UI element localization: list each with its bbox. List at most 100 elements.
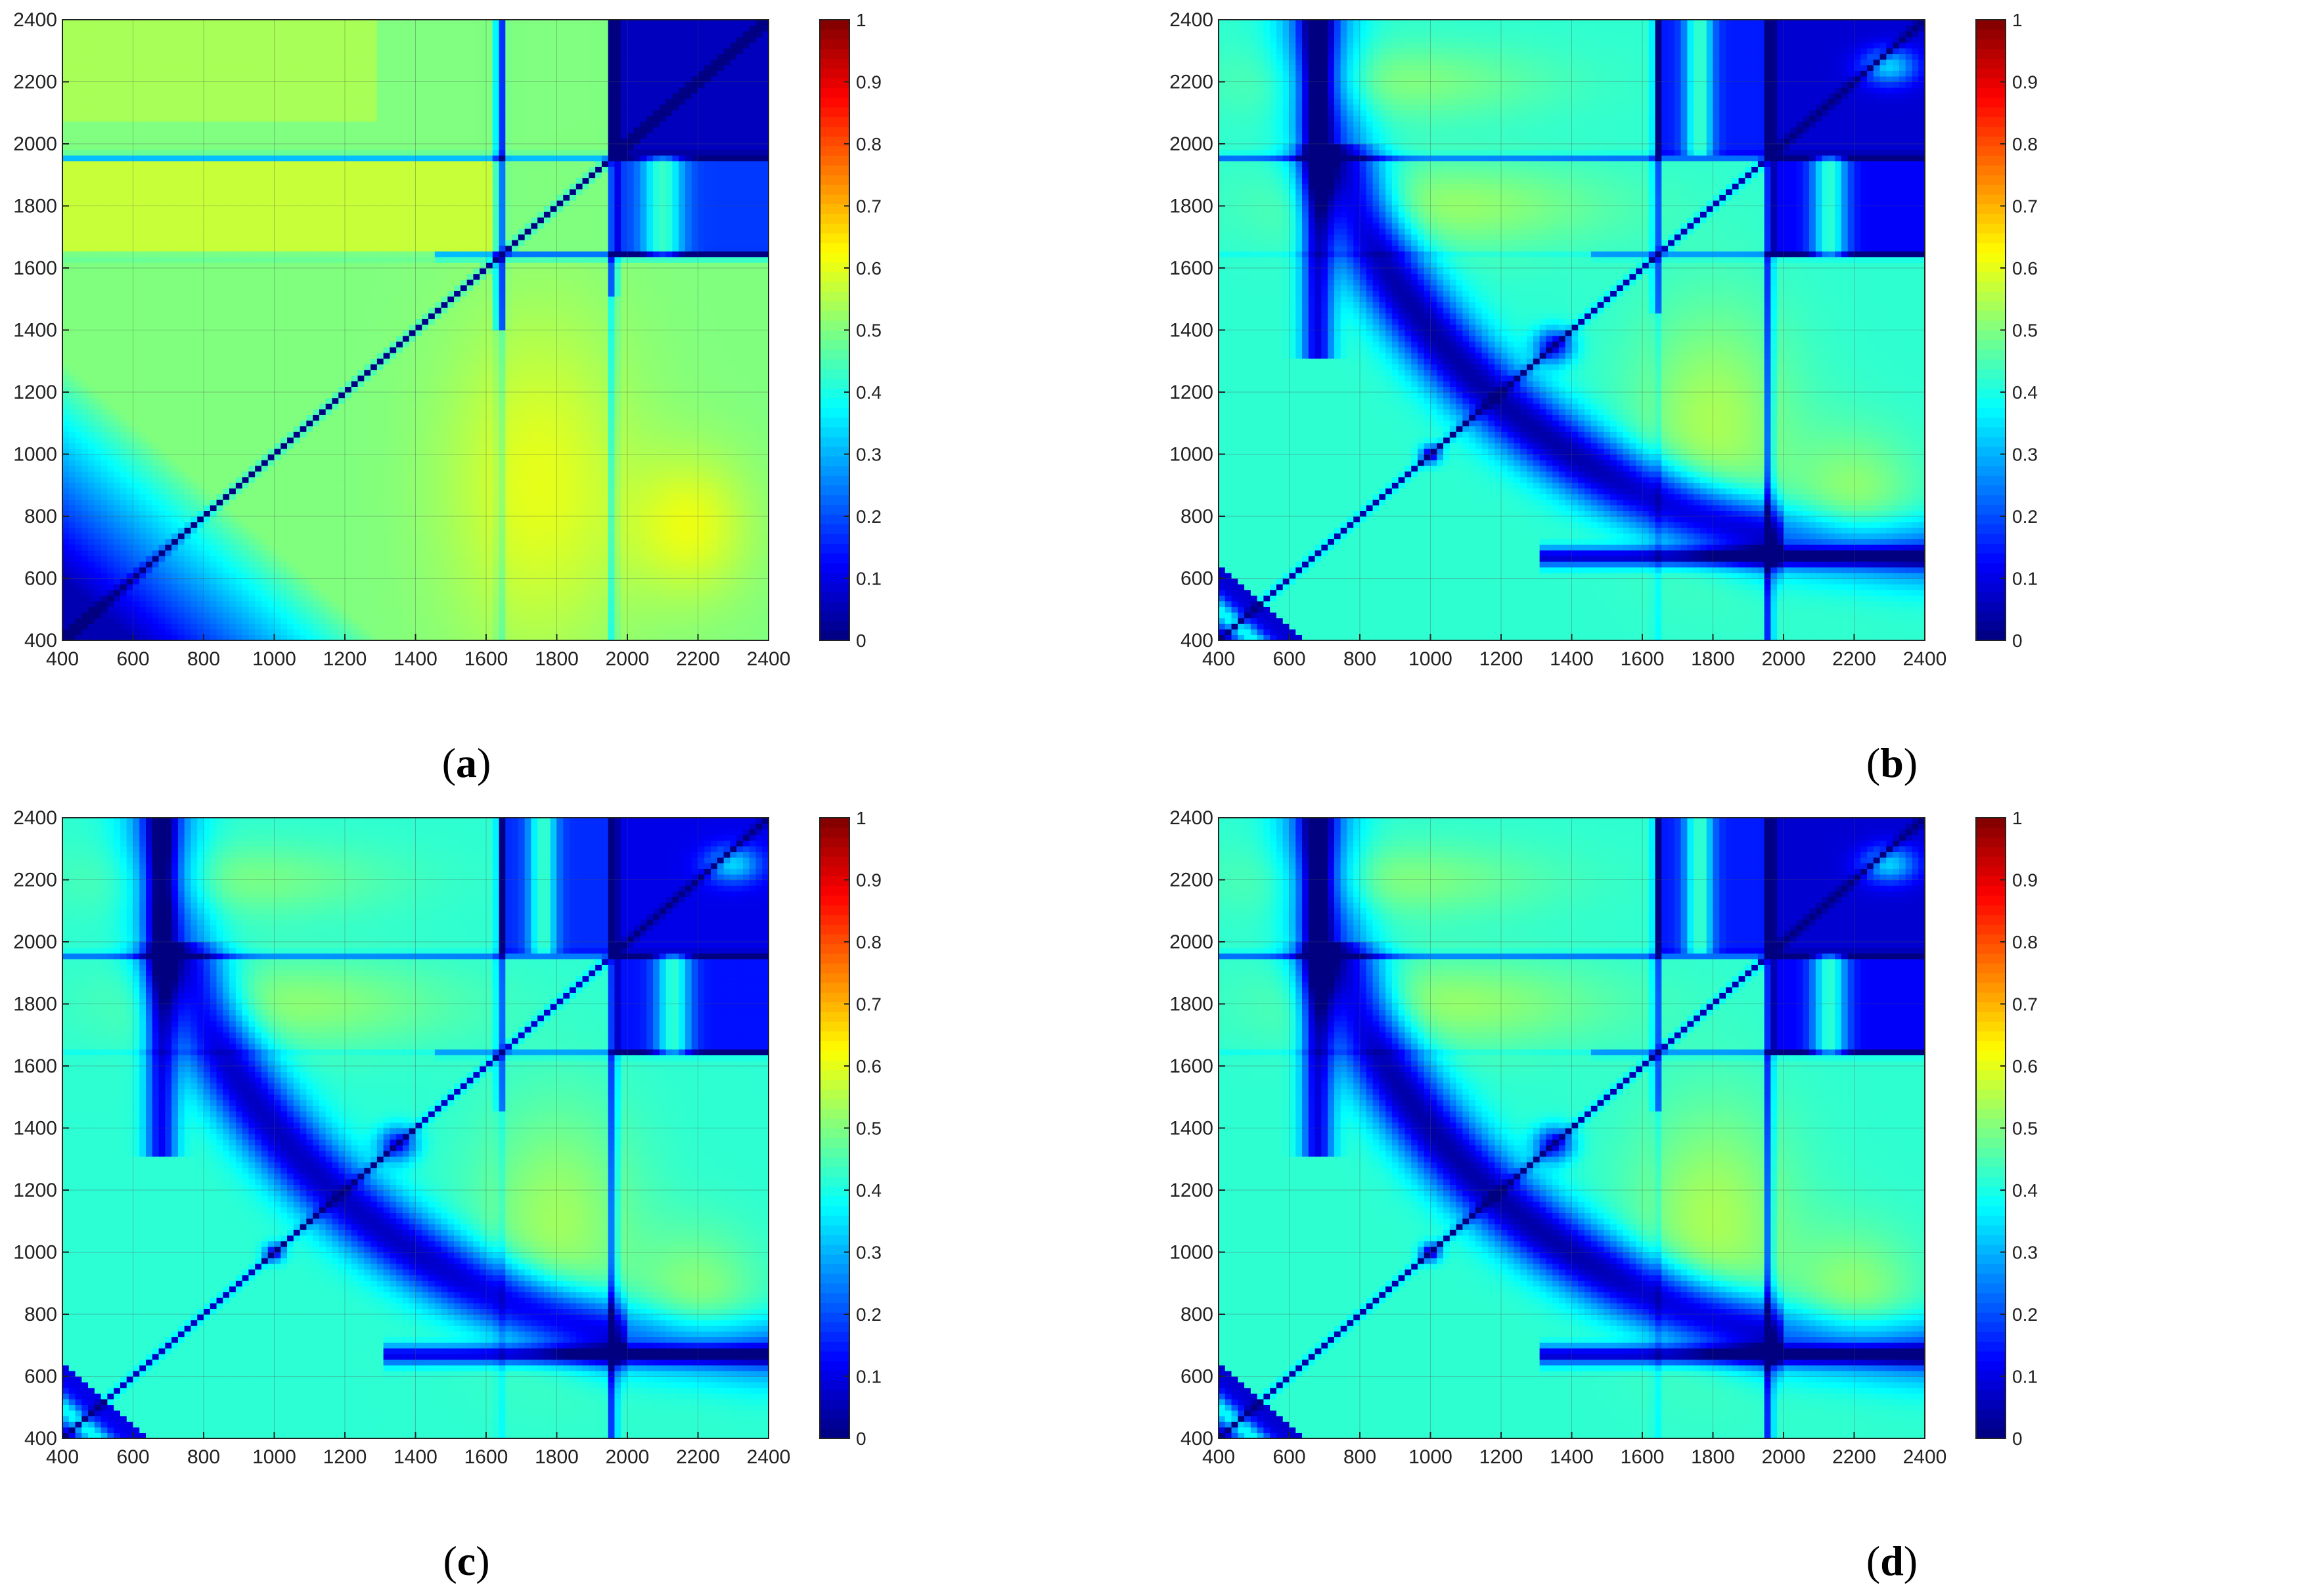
heatmap-cell bbox=[261, 166, 269, 173]
heatmap-cell bbox=[306, 471, 313, 477]
heatmap-cell bbox=[101, 539, 108, 545]
heatmap-cell bbox=[293, 629, 301, 636]
heatmap-cell bbox=[146, 539, 153, 545]
heatmap-cell bbox=[229, 476, 236, 483]
heatmap-cell bbox=[126, 454, 134, 460]
heatmap-cell bbox=[287, 510, 294, 517]
heatmap-cell bbox=[107, 149, 114, 156]
heatmap-cell bbox=[94, 612, 102, 619]
heatmap-cell bbox=[274, 493, 281, 500]
heatmap-cell bbox=[62, 194, 70, 201]
heatmap-cell bbox=[229, 460, 236, 466]
heatmap-cell bbox=[184, 386, 192, 393]
heatmap-cell bbox=[152, 516, 160, 523]
heatmap-cell bbox=[171, 516, 179, 523]
heatmap-cell bbox=[248, 20, 256, 26]
heatmap-cell bbox=[62, 256, 70, 263]
heatmap-cell bbox=[281, 612, 288, 619]
heatmap-cell bbox=[81, 499, 89, 506]
heatmap-cell bbox=[94, 347, 102, 353]
heatmap-cell bbox=[223, 567, 230, 573]
heatmap-cell bbox=[223, 352, 230, 359]
heatmap-cell bbox=[171, 64, 179, 71]
heatmap-cell bbox=[248, 268, 256, 275]
heatmap-cell bbox=[68, 578, 76, 585]
heatmap-cell bbox=[101, 437, 108, 443]
heatmap-cell bbox=[171, 116, 179, 122]
heatmap-cell bbox=[171, 476, 179, 483]
heatmap-cell bbox=[216, 262, 223, 269]
heatmap-cell bbox=[345, 623, 352, 630]
heatmap-cell bbox=[139, 550, 146, 556]
heatmap-cell bbox=[338, 443, 346, 449]
heatmap-cell bbox=[68, 369, 76, 376]
heatmap-cell bbox=[197, 132, 204, 139]
heatmap-cell bbox=[152, 284, 160, 291]
heatmap-cell bbox=[165, 420, 172, 427]
heatmap-cell bbox=[101, 493, 108, 500]
heatmap-cell bbox=[184, 99, 192, 105]
heatmap-cell bbox=[177, 471, 185, 477]
heatmap-cell bbox=[152, 166, 160, 173]
heatmap-cell bbox=[319, 386, 326, 393]
heatmap-cell bbox=[319, 380, 326, 388]
heatmap-cell bbox=[338, 245, 346, 252]
heatmap-cell bbox=[158, 200, 166, 207]
heatmap-cell bbox=[255, 612, 262, 619]
heatmap-cell bbox=[165, 504, 172, 512]
heatmap-cell bbox=[165, 533, 172, 539]
heatmap-cell bbox=[68, 460, 76, 466]
heatmap-cell bbox=[255, 600, 262, 608]
heatmap-cell bbox=[120, 59, 127, 66]
heatmap-cell bbox=[197, 493, 204, 500]
heatmap-cell bbox=[345, 87, 352, 94]
heatmap-cell bbox=[165, 36, 172, 43]
heatmap-cell bbox=[107, 121, 114, 127]
heatmap-cell bbox=[114, 499, 121, 506]
heatmap-cell bbox=[177, 217, 185, 223]
heatmap-cell bbox=[107, 567, 114, 573]
heatmap-cell bbox=[325, 160, 333, 167]
heatmap-cell bbox=[223, 414, 230, 421]
heatmap-cell bbox=[75, 527, 82, 534]
heatmap-cell bbox=[261, 358, 269, 365]
heatmap-cell bbox=[242, 561, 250, 567]
heatmap-cell bbox=[146, 544, 153, 551]
heatmap-cell bbox=[274, 392, 281, 399]
heatmap-cell bbox=[267, 336, 275, 342]
heatmap-cell bbox=[152, 188, 160, 195]
heatmap-cell bbox=[242, 132, 250, 139]
heatmap-cell bbox=[229, 556, 236, 562]
heatmap-cell bbox=[261, 527, 269, 534]
heatmap-cell bbox=[88, 623, 95, 630]
heatmap-cell bbox=[177, 268, 185, 275]
heatmap-cell bbox=[293, 307, 301, 314]
heatmap-cell bbox=[114, 561, 121, 567]
heatmap-cell bbox=[338, 313, 346, 319]
heatmap-cell bbox=[338, 110, 346, 116]
heatmap-cell bbox=[281, 369, 288, 376]
heatmap-cell bbox=[300, 347, 307, 353]
heatmap-cell bbox=[120, 386, 127, 393]
heatmap-cell bbox=[351, 493, 359, 500]
heatmap-cell bbox=[126, 380, 134, 388]
heatmap-cell bbox=[152, 352, 160, 359]
heatmap-cell bbox=[242, 313, 250, 319]
heatmap-cell bbox=[152, 572, 160, 579]
heatmap-cell bbox=[101, 364, 108, 370]
heatmap-cell bbox=[313, 561, 320, 567]
heatmap-cell bbox=[88, 550, 95, 556]
heatmap-cell bbox=[126, 561, 134, 567]
heatmap-cell bbox=[204, 375, 211, 382]
heatmap-cell bbox=[248, 81, 256, 88]
heatmap-cell bbox=[94, 81, 102, 88]
heatmap-cell bbox=[306, 240, 313, 246]
heatmap-cell bbox=[88, 437, 95, 443]
heatmap-cell bbox=[248, 64, 256, 71]
heatmap-cell bbox=[235, 171, 243, 179]
heatmap-cell bbox=[204, 397, 211, 404]
heatmap-cell bbox=[62, 155, 70, 162]
heatmap-cell bbox=[229, 527, 236, 534]
heatmap-cell bbox=[332, 634, 339, 641]
heatmap-cell bbox=[267, 116, 275, 122]
